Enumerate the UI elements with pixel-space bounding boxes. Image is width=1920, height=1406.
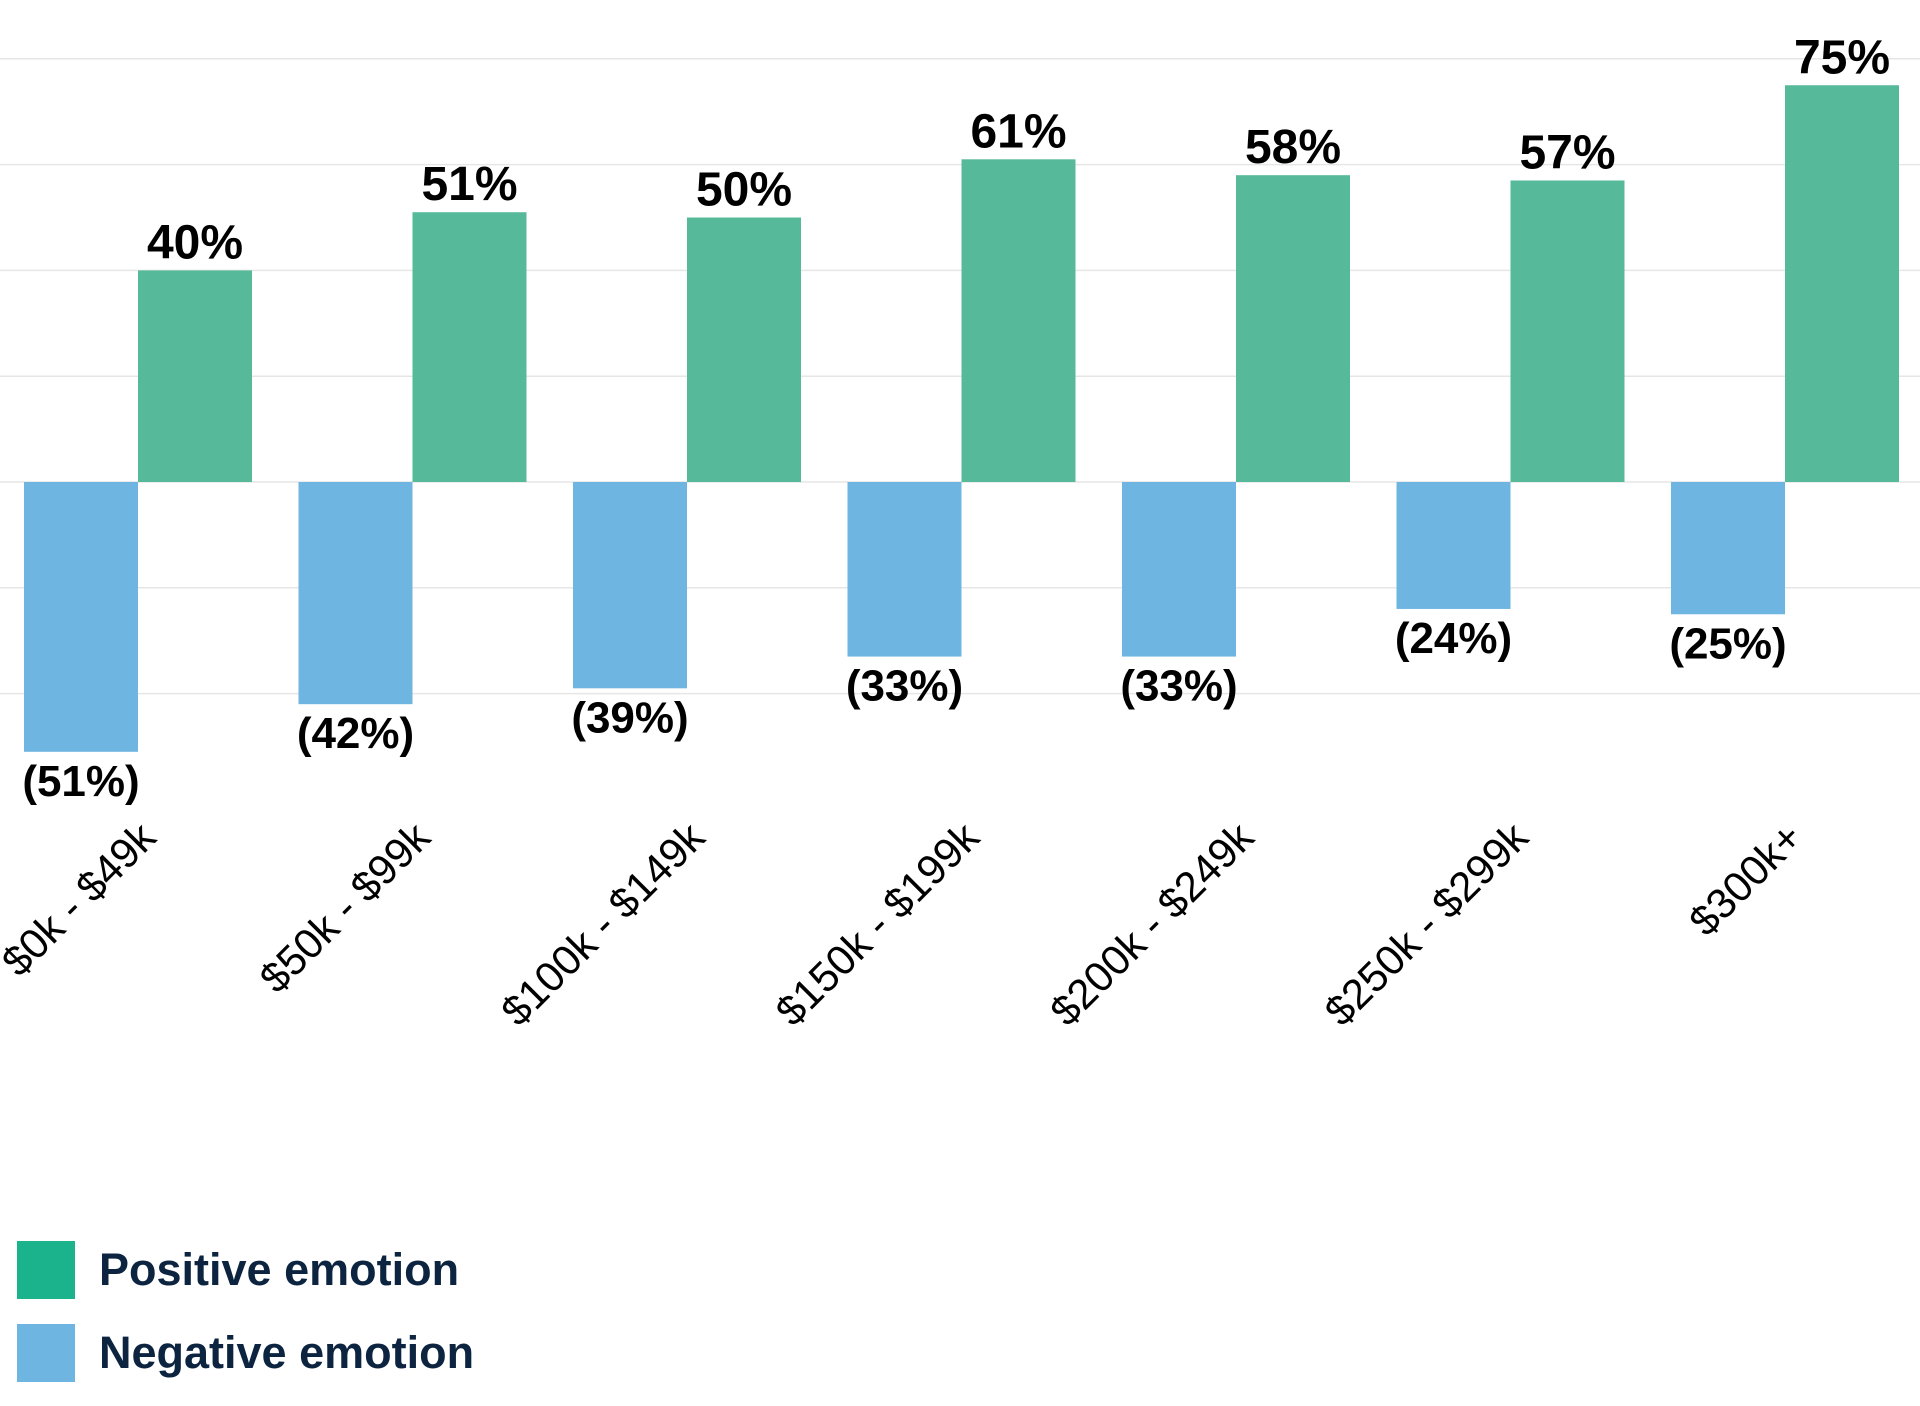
data-label-negative: (39%) <box>571 693 688 742</box>
bar-negative <box>1396 482 1511 609</box>
bar-positive <box>687 217 801 482</box>
legend-item-negative: Negative emotion <box>17 1323 474 1383</box>
bar-negative <box>24 482 138 752</box>
bar-positive <box>1785 85 1899 482</box>
bars <box>24 85 1899 752</box>
data-label-negative: (33%) <box>1120 662 1237 711</box>
bar-negative <box>1671 482 1785 615</box>
x-axis-tick-labels: $0k - $49k $50k - $99k $100k - $149k $150k … <box>0 812 1811 1034</box>
legend-label-negative: Negative emotion <box>99 1327 475 1378</box>
x-tick-label: $250k - $299k <box>1315 812 1537 1034</box>
data-label-positive: 57% <box>1519 126 1615 179</box>
legend-label-positive: Positive emotion <box>99 1244 460 1295</box>
legend-item-positive: Positive emotion <box>17 1240 474 1300</box>
bar-positive <box>1510 180 1625 482</box>
data-label-positive: 61% <box>970 105 1066 158</box>
data-label-positive: 58% <box>1245 121 1341 174</box>
bar-positive <box>961 159 1076 482</box>
bar-negative <box>298 482 413 705</box>
x-tick-label: $200k - $249k <box>1041 812 1263 1034</box>
data-label-positive: 50% <box>696 164 792 217</box>
bar-negative <box>847 482 962 657</box>
data-label-positive: 51% <box>421 158 517 211</box>
bar-positive <box>412 212 527 482</box>
data-label-negative: (42%) <box>297 709 414 758</box>
bar-positive <box>138 270 252 482</box>
bar-positive <box>1236 175 1350 482</box>
data-label-positive: 40% <box>147 216 243 269</box>
x-tick-label: $150k - $199k <box>766 812 988 1034</box>
x-tick-label: $100k - $149k <box>492 812 714 1034</box>
legend: Positive emotion Negative emotion <box>17 1240 474 1406</box>
data-label-negative: (25%) <box>1669 619 1786 668</box>
x-tick-label: $0k - $49k <box>0 812 165 985</box>
legend-swatch-negative <box>17 1324 75 1382</box>
x-tick-label: $300k+ <box>1680 813 1811 944</box>
bar-negative <box>573 482 687 689</box>
data-label-negative: (51%) <box>22 757 139 806</box>
data-labels: 40% (51%) 51% (42%) 50% (39%) 61% (33%) 58% (33%)… <box>22 31 1890 806</box>
bar-negative <box>1122 482 1236 657</box>
data-label-negative: (33%) <box>846 662 963 711</box>
legend-swatch-positive <box>17 1241 75 1299</box>
data-label-positive: 75% <box>1794 31 1890 84</box>
x-tick-label: $50k - $99k <box>250 812 439 1001</box>
data-label-negative: (24%) <box>1395 614 1512 663</box>
